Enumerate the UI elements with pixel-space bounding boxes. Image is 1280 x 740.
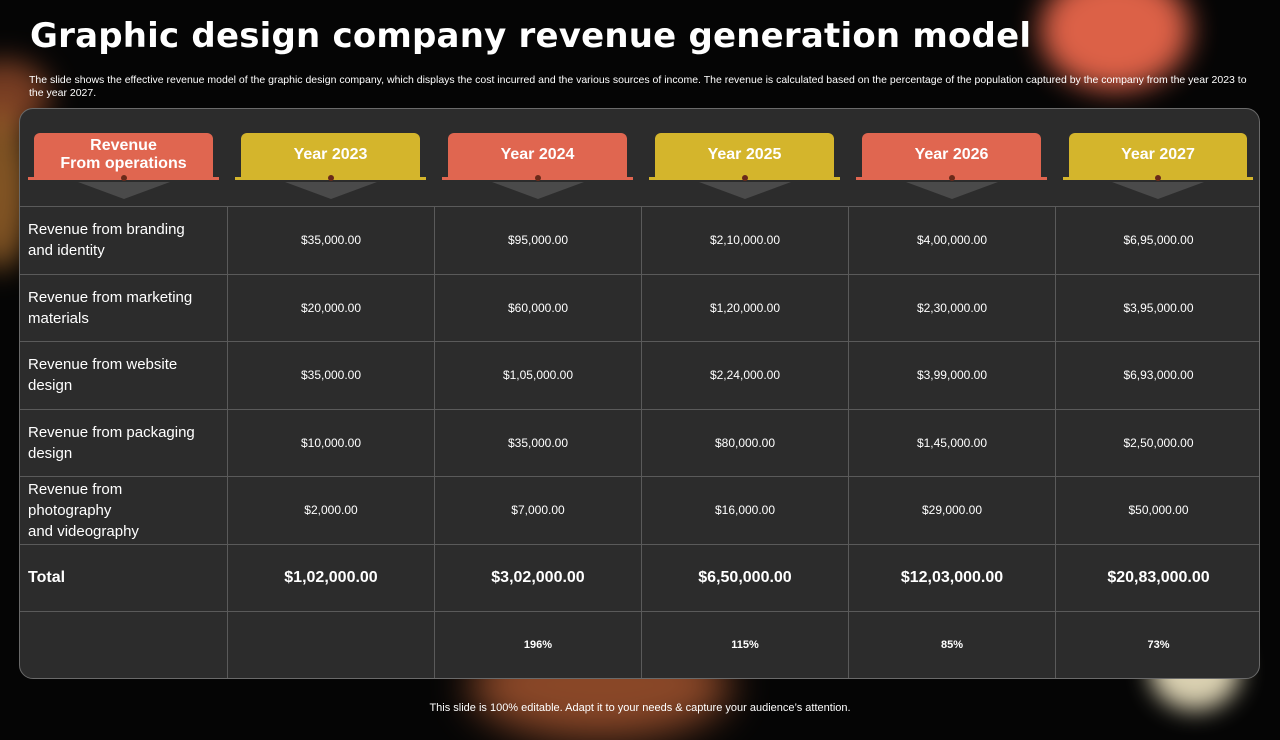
column-header-5: Year 2027	[1055, 109, 1259, 206]
table-cell: $2,30,000.00	[848, 274, 1055, 341]
column-header-tag: Year 2027	[1069, 133, 1247, 177]
table-cell: $16,000.00	[641, 477, 848, 544]
table-cell: 115%	[641, 612, 848, 678]
column-header-tag: Year 2026	[862, 133, 1041, 177]
header-dot	[741, 175, 748, 181]
header-chevron-icon	[905, 182, 998, 199]
header-chevron-icon	[284, 182, 377, 199]
column-header-label: Year 2027	[1121, 146, 1195, 163]
table-cell: $6,95,000.00	[1055, 207, 1259, 274]
table-row: Revenue from photography and videography…	[20, 476, 1259, 544]
table-cell: 73%	[1055, 612, 1259, 678]
header-dot	[120, 175, 127, 181]
column-header-3: Year 2025	[641, 109, 848, 206]
table-cell: $35,000.00	[227, 207, 434, 274]
slide-title: Graphic design company revenue generatio…	[30, 16, 1032, 56]
footer-note: This slide is 100% editable. Adapt it to…	[429, 702, 851, 714]
table-cell: $6,50,000.00	[641, 544, 848, 611]
table-cell: $1,45,000.00	[848, 409, 1055, 476]
column-header-0: Revenue From operations	[20, 109, 227, 206]
table-cell: $35,000.00	[227, 342, 434, 409]
header-dot	[948, 175, 955, 181]
table-cell	[227, 612, 434, 678]
table-cell: $2,50,000.00	[1055, 409, 1259, 476]
column-header-label: Year 2024	[500, 146, 575, 163]
table-cell: $2,24,000.00	[641, 342, 848, 409]
table-cell: $1,05,000.00	[434, 342, 641, 409]
table-cell: $3,99,000.00	[848, 342, 1055, 409]
table-cell: $35,000.00	[434, 409, 641, 476]
row-label: Revenue from branding and identity	[28, 221, 185, 260]
header-dot	[1155, 175, 1161, 181]
table-cell: $3,95,000.00	[1055, 274, 1259, 341]
table-cell: $4,00,000.00	[848, 207, 1055, 274]
revenue-table: Revenue from branding and identity $35,00…	[20, 206, 1259, 678]
table-cell: $1,20,000.00	[641, 274, 848, 341]
row-label: Total	[28, 569, 66, 587]
column-header-2: Year 2024	[434, 109, 641, 206]
column-header-tag: Year 2025	[655, 133, 834, 177]
header-chevron-icon	[491, 182, 584, 199]
growth-row: 196% 115% 85% 73%	[20, 611, 1259, 678]
header-dot	[534, 175, 541, 181]
table-cell: 85%	[848, 612, 1055, 678]
column-header-label: Year 2023	[293, 146, 368, 163]
table-cell: $50,000.00	[1055, 477, 1259, 544]
table-cell: $29,000.00	[848, 477, 1055, 544]
table-row: Revenue from branding and identity $35,00…	[20, 206, 1259, 274]
row-label	[20, 612, 227, 678]
table-cell: $60,000.00	[434, 274, 641, 341]
table-cell: $20,000.00	[227, 274, 434, 341]
column-header-1: Year 2023	[227, 109, 434, 206]
column-header-label: Year 2026	[914, 146, 989, 163]
header-dot	[327, 175, 334, 181]
table-cell: $12,03,000.00	[848, 544, 1055, 611]
row-label: Revenue from photography and videography	[28, 480, 139, 540]
table-cell: $20,83,000.00	[1055, 544, 1259, 611]
row-label: Revenue from website design	[28, 356, 178, 395]
column-header-tag: Year 2023	[241, 133, 420, 177]
revenue-table-panel: Revenue From operations Year 2023 Year 202…	[19, 108, 1260, 679]
row-label: Revenue from packaging design	[28, 423, 195, 462]
table-cell: $10,000.00	[227, 409, 434, 476]
table-cell: $2,10,000.00	[641, 207, 848, 274]
table-cell: $7,000.00	[434, 477, 641, 544]
table-cell: $80,000.00	[641, 409, 848, 476]
column-header-4: Year 2026	[848, 109, 1055, 206]
table-cell: $2,000.00	[227, 477, 434, 544]
column-header-label: Revenue From operations	[60, 137, 187, 172]
header-chevron-icon	[698, 182, 791, 199]
header-chevron-icon	[1112, 182, 1204, 199]
row-label: Revenue from marketing materials	[28, 288, 193, 327]
table-row: Revenue from packaging design $10,000.00 $…	[20, 408, 1259, 476]
header-chevron-icon	[77, 182, 170, 199]
table-row: Revenue from marketing materials $20,000.…	[20, 273, 1259, 341]
table-cell: $6,93,000.00	[1055, 342, 1259, 409]
table-cell: $1,02,000.00	[227, 544, 434, 611]
column-header-tag: Year 2024	[448, 133, 627, 177]
slide-subtitle: The slide shows the effective revenue mo…	[29, 74, 1247, 99]
column-header-tag: Revenue From operations	[34, 133, 213, 177]
table-cell: $95,000.00	[434, 207, 641, 274]
table-row: Revenue from website design $35,000.00 $1,…	[20, 341, 1259, 409]
column-header-label: Year 2025	[707, 146, 782, 163]
table-cell: 196%	[434, 612, 641, 678]
total-row: Total $1,02,000.00 $3,02,000.00 $6,50,000.0…	[20, 543, 1259, 611]
table-cell: $3,02,000.00	[434, 544, 641, 611]
